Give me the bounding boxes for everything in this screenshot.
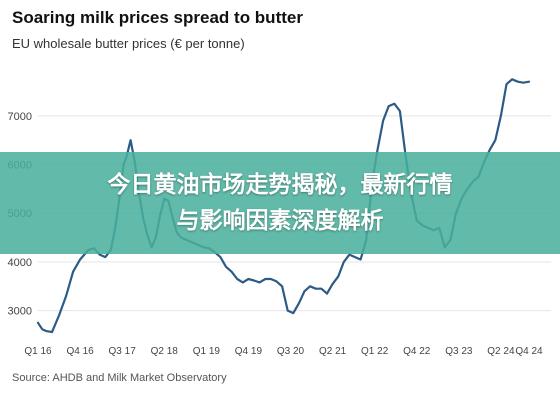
x-tick-label: Q1 16: [24, 346, 52, 357]
x-tick-label: Q4 24: [515, 346, 543, 357]
x-tick-label: Q4 22: [403, 346, 431, 357]
chart-title: Soaring milk prices spread to butter: [12, 8, 303, 27]
source-note: Source: AHDB and Milk Market Observatory: [12, 372, 227, 384]
x-tick-label: Q3 17: [109, 346, 137, 357]
headline-banner: 今日黄油市场走势揭秘，最新行情 与影响因素深度解析: [0, 152, 560, 254]
y-tick-label: 4000: [8, 257, 32, 269]
x-tick-label: Q2 24: [487, 346, 515, 357]
x-tick-label: Q1 22: [361, 346, 389, 357]
x-tick-label: Q2 21: [319, 346, 347, 357]
x-tick-label: Q4 16: [66, 346, 94, 357]
chart-subtitle: EU wholesale butter prices (€ per tonne): [12, 36, 245, 51]
y-tick-label: 3000: [8, 306, 32, 318]
x-tick-label: Q4 19: [235, 346, 263, 357]
y-tick-label: 7000: [8, 111, 32, 123]
headline-line-1: 今日黄油市场走势揭秘，最新行情: [107, 172, 453, 198]
headline-line-2: 与影响因素深度解析: [176, 208, 384, 234]
x-tick-label: Q2 18: [151, 346, 179, 357]
x-tick-label: Q1 19: [193, 346, 221, 357]
x-tick-labels: Q1 16 Q4 16 Q3 17 Q2 18 Q1 19 Q4 19 Q3 20 Q2 21…: [24, 346, 543, 357]
x-tick-label: Q3 20: [277, 346, 305, 357]
x-tick-label: Q3 23: [445, 346, 473, 357]
